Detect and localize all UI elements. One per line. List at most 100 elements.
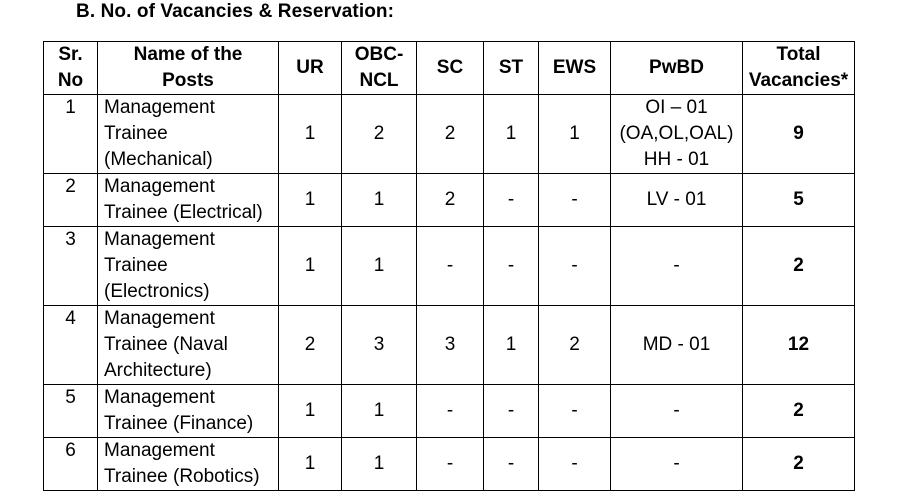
sr-no-header: Sr. No	[43, 41, 98, 95]
post-name-cell-line: Management	[104, 387, 215, 408]
post-name-cell-line: (Mechanical)	[104, 149, 213, 170]
post-name-cell-line: Management	[104, 176, 215, 197]
post-name-cell-line: Trainee (Finance)	[104, 413, 254, 434]
pwbd-cell-line: -	[673, 453, 680, 474]
table-row: 6 Management Trainee (Robotics) 1 1- - - -2	[43, 437, 855, 491]
post-name-header: Name of the Posts	[97, 41, 279, 95]
pwbd-header: PwBD	[610, 41, 743, 95]
sc-cell: -	[416, 384, 484, 438]
sc-cell: 3	[416, 305, 484, 385]
header-label-line: Posts	[162, 70, 214, 91]
header-label-line: Name of the	[133, 44, 243, 65]
sc-header: SC	[416, 41, 484, 95]
pwbd-cell: -	[610, 384, 743, 438]
table-body: 1 Management Trainee (Mechanical) 1 2 2 1 1 OI – …	[43, 94, 855, 491]
post-name-cell: Management Trainee (Electronics)	[97, 226, 279, 306]
sr-no-cell: 3	[43, 226, 98, 306]
post-name-cell-line: Trainee (Electrical)	[104, 202, 263, 223]
post-name-cell: Management Trainee (Robotics)	[97, 437, 279, 491]
vacancies-table: Sr. No Name of the Posts UR OBC- NCL SC ST EWS PwB…	[43, 41, 855, 491]
st-header: ST	[483, 41, 539, 95]
obc-ncl-cell: 1	[341, 384, 417, 438]
st-cell: 1	[483, 94, 539, 174]
pwbd-cell: LV - 01	[610, 173, 743, 227]
header-label-line: OBC-	[354, 44, 404, 65]
ur-cell: 2	[278, 305, 342, 385]
st-cell: -	[483, 226, 539, 306]
total-vacancies-cell: 12	[742, 305, 855, 385]
post-name-cell-line: Trainee	[104, 255, 168, 276]
post-name-cell-line: Management	[104, 97, 215, 118]
table-row: 1 Management Trainee (Mechanical) 1 2 2 1 1 OI – …	[43, 94, 855, 174]
obc-ncl-cell: 2	[341, 94, 417, 174]
ews-cell: -	[538, 173, 611, 227]
total-vacancies-cell: 2	[742, 384, 855, 438]
header-label-line: SC	[436, 57, 464, 78]
pwbd-cell: -	[610, 226, 743, 306]
post-name-cell-line: Management	[104, 440, 215, 461]
post-name-cell: Management Trainee (Naval Architecture)	[97, 305, 279, 385]
pwbd-cell-line: OI – 01	[645, 97, 708, 118]
sc-cell: -	[416, 437, 484, 491]
header-label-line: No	[57, 70, 84, 91]
pwbd-cell-line: MD - 01	[642, 334, 711, 355]
ur-cell: 1	[278, 384, 342, 438]
st-cell: 1	[483, 305, 539, 385]
ews-header: EWS	[538, 41, 611, 95]
ur-header: UR	[278, 41, 342, 95]
table-row: 3 Management Trainee (Electronics) 1 1- - - -2	[43, 226, 855, 306]
obc-ncl-cell: 1	[341, 173, 417, 227]
sr-no-cell: 2	[43, 173, 98, 227]
post-name-cell-line: (Electronics)	[104, 281, 210, 302]
ews-cell: 1	[538, 94, 611, 174]
pwbd-cell: OI – 01 (OA,OL,OAL) HH - 01	[610, 94, 743, 174]
pwbd-cell-line: -	[673, 255, 680, 276]
ur-cell: 1	[278, 226, 342, 306]
post-name-cell-line: Management	[104, 308, 215, 329]
total-vacancies-cell: 9	[742, 94, 855, 174]
header-label-line: Vacancies*	[748, 70, 849, 91]
sr-no-cell: 6	[43, 437, 98, 491]
obc-ncl-header: OBC- NCL	[341, 41, 417, 95]
post-name-cell: Management Trainee (Electrical)	[97, 173, 279, 227]
table-row: 4 Management Trainee (Naval Architecture) 2 3…	[43, 305, 855, 385]
st-cell: -	[483, 384, 539, 438]
sc-cell: 2	[416, 173, 484, 227]
ur-cell: 1	[278, 437, 342, 491]
post-name-cell-line: Trainee (Robotics)	[104, 466, 260, 487]
post-name-cell-line: Management	[104, 229, 215, 250]
sr-no-cell: 5	[43, 384, 98, 438]
sc-cell: -	[416, 226, 484, 306]
header-label-line: ST	[498, 57, 524, 78]
header-label-line: Total	[776, 44, 821, 65]
ews-cell: -	[538, 226, 611, 306]
obc-ncl-cell: 3	[341, 305, 417, 385]
pwbd-cell: MD - 01	[610, 305, 743, 385]
ews-cell: -	[538, 437, 611, 491]
ews-cell: -	[538, 384, 611, 438]
table-header-row: Sr. No Name of the Posts UR OBC- NCL SC ST EWS PwB…	[43, 41, 855, 95]
header-label-line: EWS	[552, 57, 597, 78]
st-cell: -	[483, 173, 539, 227]
st-cell: -	[483, 437, 539, 491]
pwbd-cell-line: (OA,OL,OAL)	[619, 123, 734, 144]
post-name-cell-line: Trainee	[104, 123, 168, 144]
obc-ncl-cell: 1	[341, 437, 417, 491]
total-vacancies-cell: 2	[742, 226, 855, 306]
header-label-line: NCL	[359, 70, 399, 91]
pwbd-cell: -	[610, 437, 743, 491]
header-label-line: UR	[296, 57, 324, 78]
total-vacancies-header: Total Vacancies*	[742, 41, 855, 95]
sr-no-cell: 4	[43, 305, 98, 385]
pwbd-cell-line: HH - 01	[643, 149, 710, 170]
total-vacancies-cell: 2	[742, 437, 855, 491]
post-name-cell: Management Trainee (Mechanical)	[97, 94, 279, 174]
ur-cell: 1	[278, 94, 342, 174]
pwbd-cell-line: LV - 01	[646, 189, 707, 210]
section-heading: B. No. of Vacancies & Reservation:	[76, 1, 395, 22]
header-label-line: PwBD	[649, 57, 704, 78]
post-name-cell-line: Architecture)	[104, 360, 212, 381]
ur-cell: 1	[278, 173, 342, 227]
post-name-cell-line: Trainee (Naval	[104, 334, 228, 355]
total-vacancies-cell: 5	[742, 173, 855, 227]
